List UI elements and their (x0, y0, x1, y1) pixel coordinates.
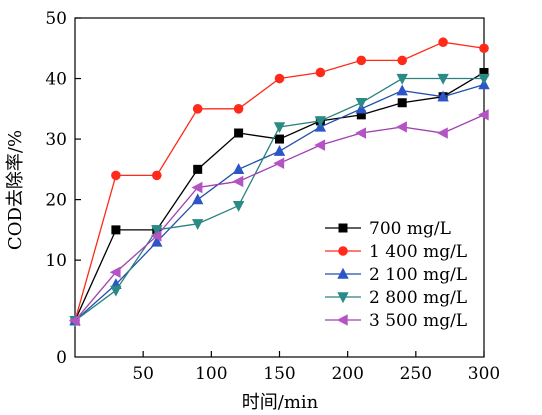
series-layer (68, 37, 490, 327)
data-point (192, 219, 204, 231)
data-point (479, 43, 489, 54)
y-axis-title: COD去除率/% (5, 130, 26, 250)
data-point (396, 73, 408, 85)
data-point (436, 127, 448, 139)
legend-label: 2 800 mg/L (369, 288, 467, 308)
legend-label: 2 100 mg/L (369, 265, 467, 285)
x-axis-title: 时间/min (242, 392, 319, 413)
legend-marker (336, 314, 348, 326)
series-5 (68, 109, 489, 327)
data-point (232, 200, 245, 212)
data-point (150, 230, 162, 242)
data-point (191, 181, 203, 194)
data-point (396, 84, 408, 96)
legend-marker (338, 246, 348, 256)
x-tick-label: 250 (400, 364, 432, 384)
data-point (275, 134, 284, 144)
data-point (397, 55, 408, 66)
data-point (68, 314, 80, 327)
data-point (111, 225, 121, 235)
x-tick-label: 50 (132, 364, 154, 384)
legend-label: 1 400 mg/L (369, 242, 467, 262)
x-tick-label: 200 (331, 364, 363, 384)
legend-marker (337, 292, 349, 304)
data-point (273, 122, 286, 134)
origin-tick-label: 0 (56, 348, 67, 368)
legend-item-3: 2 100 mg/L (325, 265, 467, 285)
data-point (396, 121, 407, 133)
data-point (109, 266, 121, 278)
data-point (478, 73, 490, 85)
y-tick-label: 20 (45, 191, 67, 211)
legend-label: 700 mg/L (369, 219, 451, 239)
series-line (74, 83, 485, 322)
data-point (314, 139, 326, 151)
data-point (234, 128, 244, 138)
y-tick-label: 40 (45, 70, 67, 90)
data-point (232, 163, 245, 175)
data-point (193, 164, 203, 174)
legend: 700 mg/L 1 400 mg/L 2 100 mg/L 2 800 mg/L 3 … (325, 219, 467, 331)
y-tick-label: 10 (45, 251, 67, 271)
y-tick-label: 30 (45, 130, 67, 150)
data-point (356, 55, 367, 66)
data-point (477, 109, 489, 121)
data-point (273, 144, 286, 156)
y-tick-label: 50 (45, 9, 67, 29)
data-point (437, 73, 449, 85)
data-point (111, 170, 121, 181)
data-point (356, 110, 366, 120)
x-tick-label: 150 (263, 364, 295, 384)
legend-item-5: 3 500 mg/L (325, 311, 467, 331)
data-point (397, 98, 407, 108)
legend-marker (337, 267, 349, 279)
data-point (151, 225, 163, 237)
data-point (355, 127, 366, 139)
data-point (479, 67, 489, 77)
legend-item-2: 1 400 mg/L (325, 242, 467, 262)
series-1 (70, 67, 489, 326)
x-tick-label: 300 (468, 364, 500, 384)
x-tick-label: 100 (195, 364, 227, 384)
data-point (151, 235, 163, 247)
data-point (274, 73, 285, 84)
legend-item-1: 700 mg/L (325, 219, 451, 239)
data-point (438, 37, 448, 48)
data-point (152, 170, 162, 181)
axes: 50 100 150 200 250 300 10 20 30 40 50 0 (45, 9, 500, 384)
legend-item-4: 2 800 mg/L (325, 288, 467, 308)
data-point (233, 104, 244, 114)
data-point (192, 193, 204, 205)
data-point (314, 116, 327, 128)
data-point (437, 90, 449, 102)
data-point (315, 67, 326, 78)
data-point (232, 175, 244, 188)
legend-marker (338, 223, 348, 233)
data-point (110, 285, 122, 297)
data-point (273, 157, 285, 169)
data-point (355, 98, 367, 109)
data-point (192, 104, 203, 114)
legend-label: 3 500 mg/L (369, 311, 467, 331)
